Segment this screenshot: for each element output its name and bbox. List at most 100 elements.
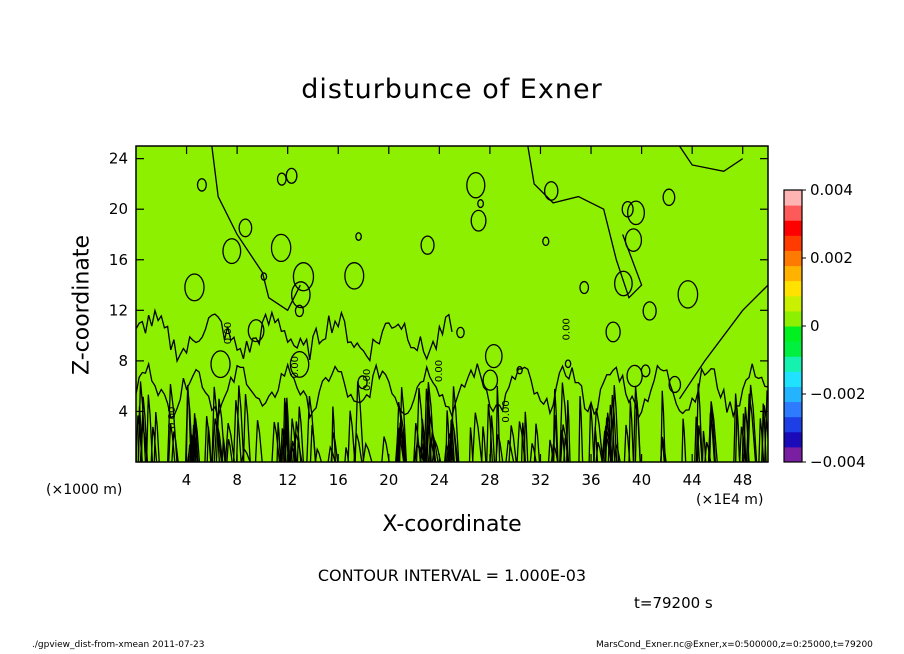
x-tick-label: 4	[182, 471, 192, 489]
contour-line	[296, 406, 305, 462]
contour-line	[426, 389, 432, 462]
contour-interval-text: CONTOUR INTERVAL = 1.000E-03	[317, 566, 587, 585]
contour-line	[626, 364, 643, 388]
contour-line	[486, 403, 494, 462]
contour-line	[449, 418, 458, 462]
contour-line	[247, 319, 265, 343]
contour-line	[505, 439, 515, 462]
contour-label: 0.00	[167, 407, 178, 429]
x-tick-label: 40	[632, 471, 651, 489]
colorbar-swatch	[784, 280, 802, 297]
contour-line	[668, 375, 682, 394]
contour-line	[466, 172, 486, 199]
x-tick-label: 24	[430, 471, 449, 489]
contour-line	[184, 273, 205, 302]
colorbar-swatch	[784, 431, 802, 448]
x-tick-label: 44	[683, 471, 702, 489]
x-tick-label: 16	[329, 471, 348, 489]
contour-label: 0.00	[434, 360, 445, 382]
contour-line	[381, 436, 390, 462]
contour-line	[242, 393, 251, 462]
contour-line	[140, 396, 148, 462]
contour-line	[260, 272, 268, 281]
colorbar-swatch	[784, 446, 802, 463]
x-tick-label: 48	[733, 471, 752, 489]
contour-line	[516, 421, 526, 462]
contour-line	[396, 427, 406, 462]
contour-line	[588, 404, 595, 462]
contour-line	[236, 385, 245, 462]
contour-line	[270, 233, 292, 263]
chart-title: disturbunce of Exner	[301, 74, 603, 105]
x-tick-label: 12	[278, 471, 297, 489]
y-tick-label: 4	[118, 402, 128, 420]
colorbar-swatch	[784, 310, 802, 327]
y-tick-label: 24	[109, 150, 128, 168]
contour-line	[224, 422, 236, 462]
contour-line	[331, 406, 336, 462]
contour-line	[696, 425, 703, 462]
contour-line	[747, 384, 758, 462]
contour-line	[543, 181, 559, 201]
contour-line	[171, 431, 179, 462]
contour-line	[232, 400, 242, 462]
contour-line	[470, 209, 487, 232]
contour-line	[276, 172, 287, 186]
contour-line	[628, 401, 635, 462]
colorbar-swatch	[784, 220, 802, 236]
contour-line	[709, 407, 716, 462]
x-axis-unit: (×1000 m)	[46, 482, 123, 498]
colorbar-tick-label: 0	[810, 317, 820, 335]
contour-line	[578, 396, 584, 462]
contour-label: 0.00	[223, 322, 234, 344]
contour-line	[471, 412, 483, 462]
colorbar-swatch	[784, 265, 802, 282]
colorbar-swatch	[784, 190, 802, 206]
contour-line	[168, 423, 176, 462]
y-axis-label: Z-coordinate	[69, 235, 95, 375]
contour-label: 0.00	[562, 318, 573, 340]
contour-line	[137, 381, 147, 462]
contour-line	[136, 308, 453, 364]
contour-line	[213, 422, 224, 462]
contour-line	[254, 420, 263, 462]
contour-line	[292, 432, 303, 462]
y-tick-label: 16	[109, 251, 128, 269]
contour-line	[344, 262, 365, 290]
contour-line	[745, 393, 757, 462]
colorbar-swatch	[784, 235, 802, 251]
contour-line	[153, 411, 160, 462]
contour-line	[210, 350, 231, 379]
contour-line	[662, 188, 676, 207]
contour-line	[626, 200, 645, 226]
contour-line	[185, 384, 192, 462]
contour-line	[294, 304, 305, 318]
x-tick-label: 28	[480, 471, 499, 489]
contour-line	[445, 410, 451, 462]
contour-line	[611, 385, 620, 462]
contour-line	[415, 387, 425, 462]
contour-lines	[136, 146, 768, 462]
contour-line	[613, 444, 621, 462]
contour-line	[443, 444, 451, 462]
contour-line	[192, 413, 199, 462]
contour-line	[145, 394, 154, 462]
contour-line	[347, 410, 356, 462]
colorbar-tick-label: −0.004	[810, 453, 866, 471]
plot-frame	[135, 145, 769, 463]
x-axis-scale-note: (×1E4 m)	[696, 492, 764, 508]
y-tick-label: 12	[109, 301, 128, 319]
colorbar-swatch	[784, 250, 802, 267]
colorbar-swatch	[784, 386, 802, 403]
contour-line	[357, 375, 368, 390]
contour-line	[533, 423, 541, 462]
contour-line	[681, 418, 687, 462]
contour-line	[290, 440, 297, 462]
contour-line	[289, 350, 310, 378]
contour-line	[508, 425, 517, 462]
colorbar-tick-label: −0.002	[810, 385, 866, 403]
contour-line	[292, 262, 315, 292]
colorbar-swatch	[784, 416, 802, 433]
contour-line	[279, 428, 287, 462]
contour-line	[642, 301, 657, 321]
